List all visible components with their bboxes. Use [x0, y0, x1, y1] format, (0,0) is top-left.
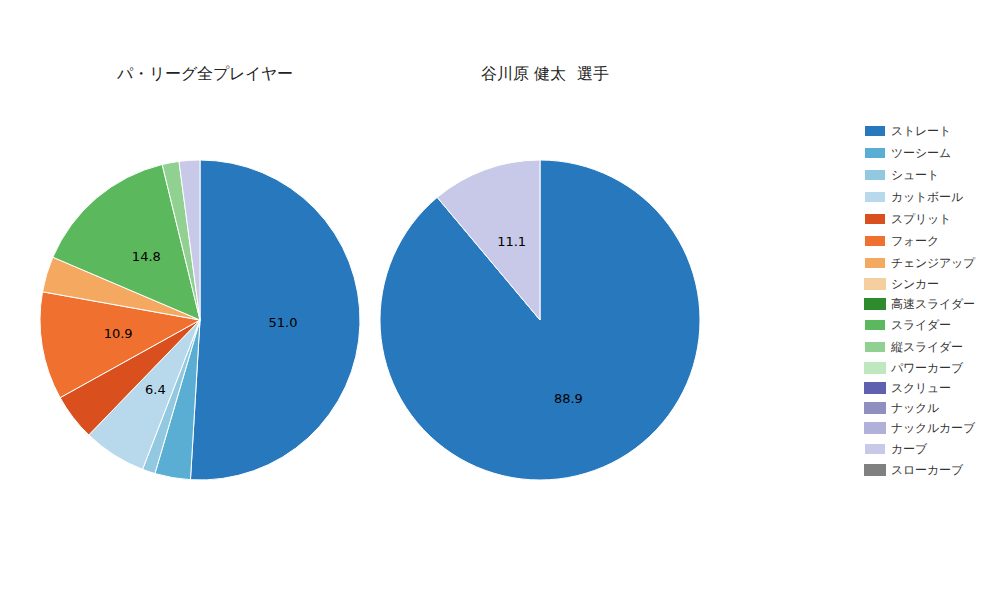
svg-text:スローカーブ: スローカーブ: [891, 463, 964, 477]
svg-text:カットボール: カットボール: [891, 190, 963, 204]
svg-text:チェンジアップ: チェンジアップ: [891, 256, 976, 270]
svg-text:縦スライダー: 縦スライダー: [890, 340, 963, 354]
svg-text:11.1: 11.1: [497, 234, 526, 249]
svg-text:パ・リーグ全プレイヤー: パ・リーグ全プレイヤー: [116, 64, 293, 83]
svg-text:スクリュー: スクリュー: [891, 381, 951, 395]
svg-text:シュート: シュート: [891, 168, 939, 182]
svg-text:高速スライダー: 高速スライダー: [891, 297, 975, 311]
svg-text:ナックルカーブ: ナックルカーブ: [891, 421, 976, 435]
svg-text:51.0: 51.0: [268, 315, 297, 330]
svg-text:ストレート: ストレート: [891, 124, 951, 138]
svg-text:パワーカーブ: パワーカーブ: [890, 361, 964, 375]
svg-text:スプリット: スプリット: [891, 212, 951, 226]
svg-text:ツーシーム: ツーシーム: [891, 146, 951, 160]
svg-text:6.4: 6.4: [145, 382, 166, 397]
svg-text:スライダー: スライダー: [891, 318, 951, 332]
svg-text:88.9: 88.9: [554, 391, 583, 406]
svg-text:14.8: 14.8: [132, 249, 161, 264]
svg-text:ナックル: ナックル: [891, 401, 939, 415]
svg-text:カーブ: カーブ: [891, 442, 928, 456]
svg-text:シンカー: シンカー: [891, 277, 939, 291]
svg-text:10.9: 10.9: [104, 326, 133, 341]
svg-text:谷川原 健太 選手: 谷川原 健太 選手: [481, 64, 608, 83]
svg-text:フォーク: フォーク: [891, 234, 939, 248]
